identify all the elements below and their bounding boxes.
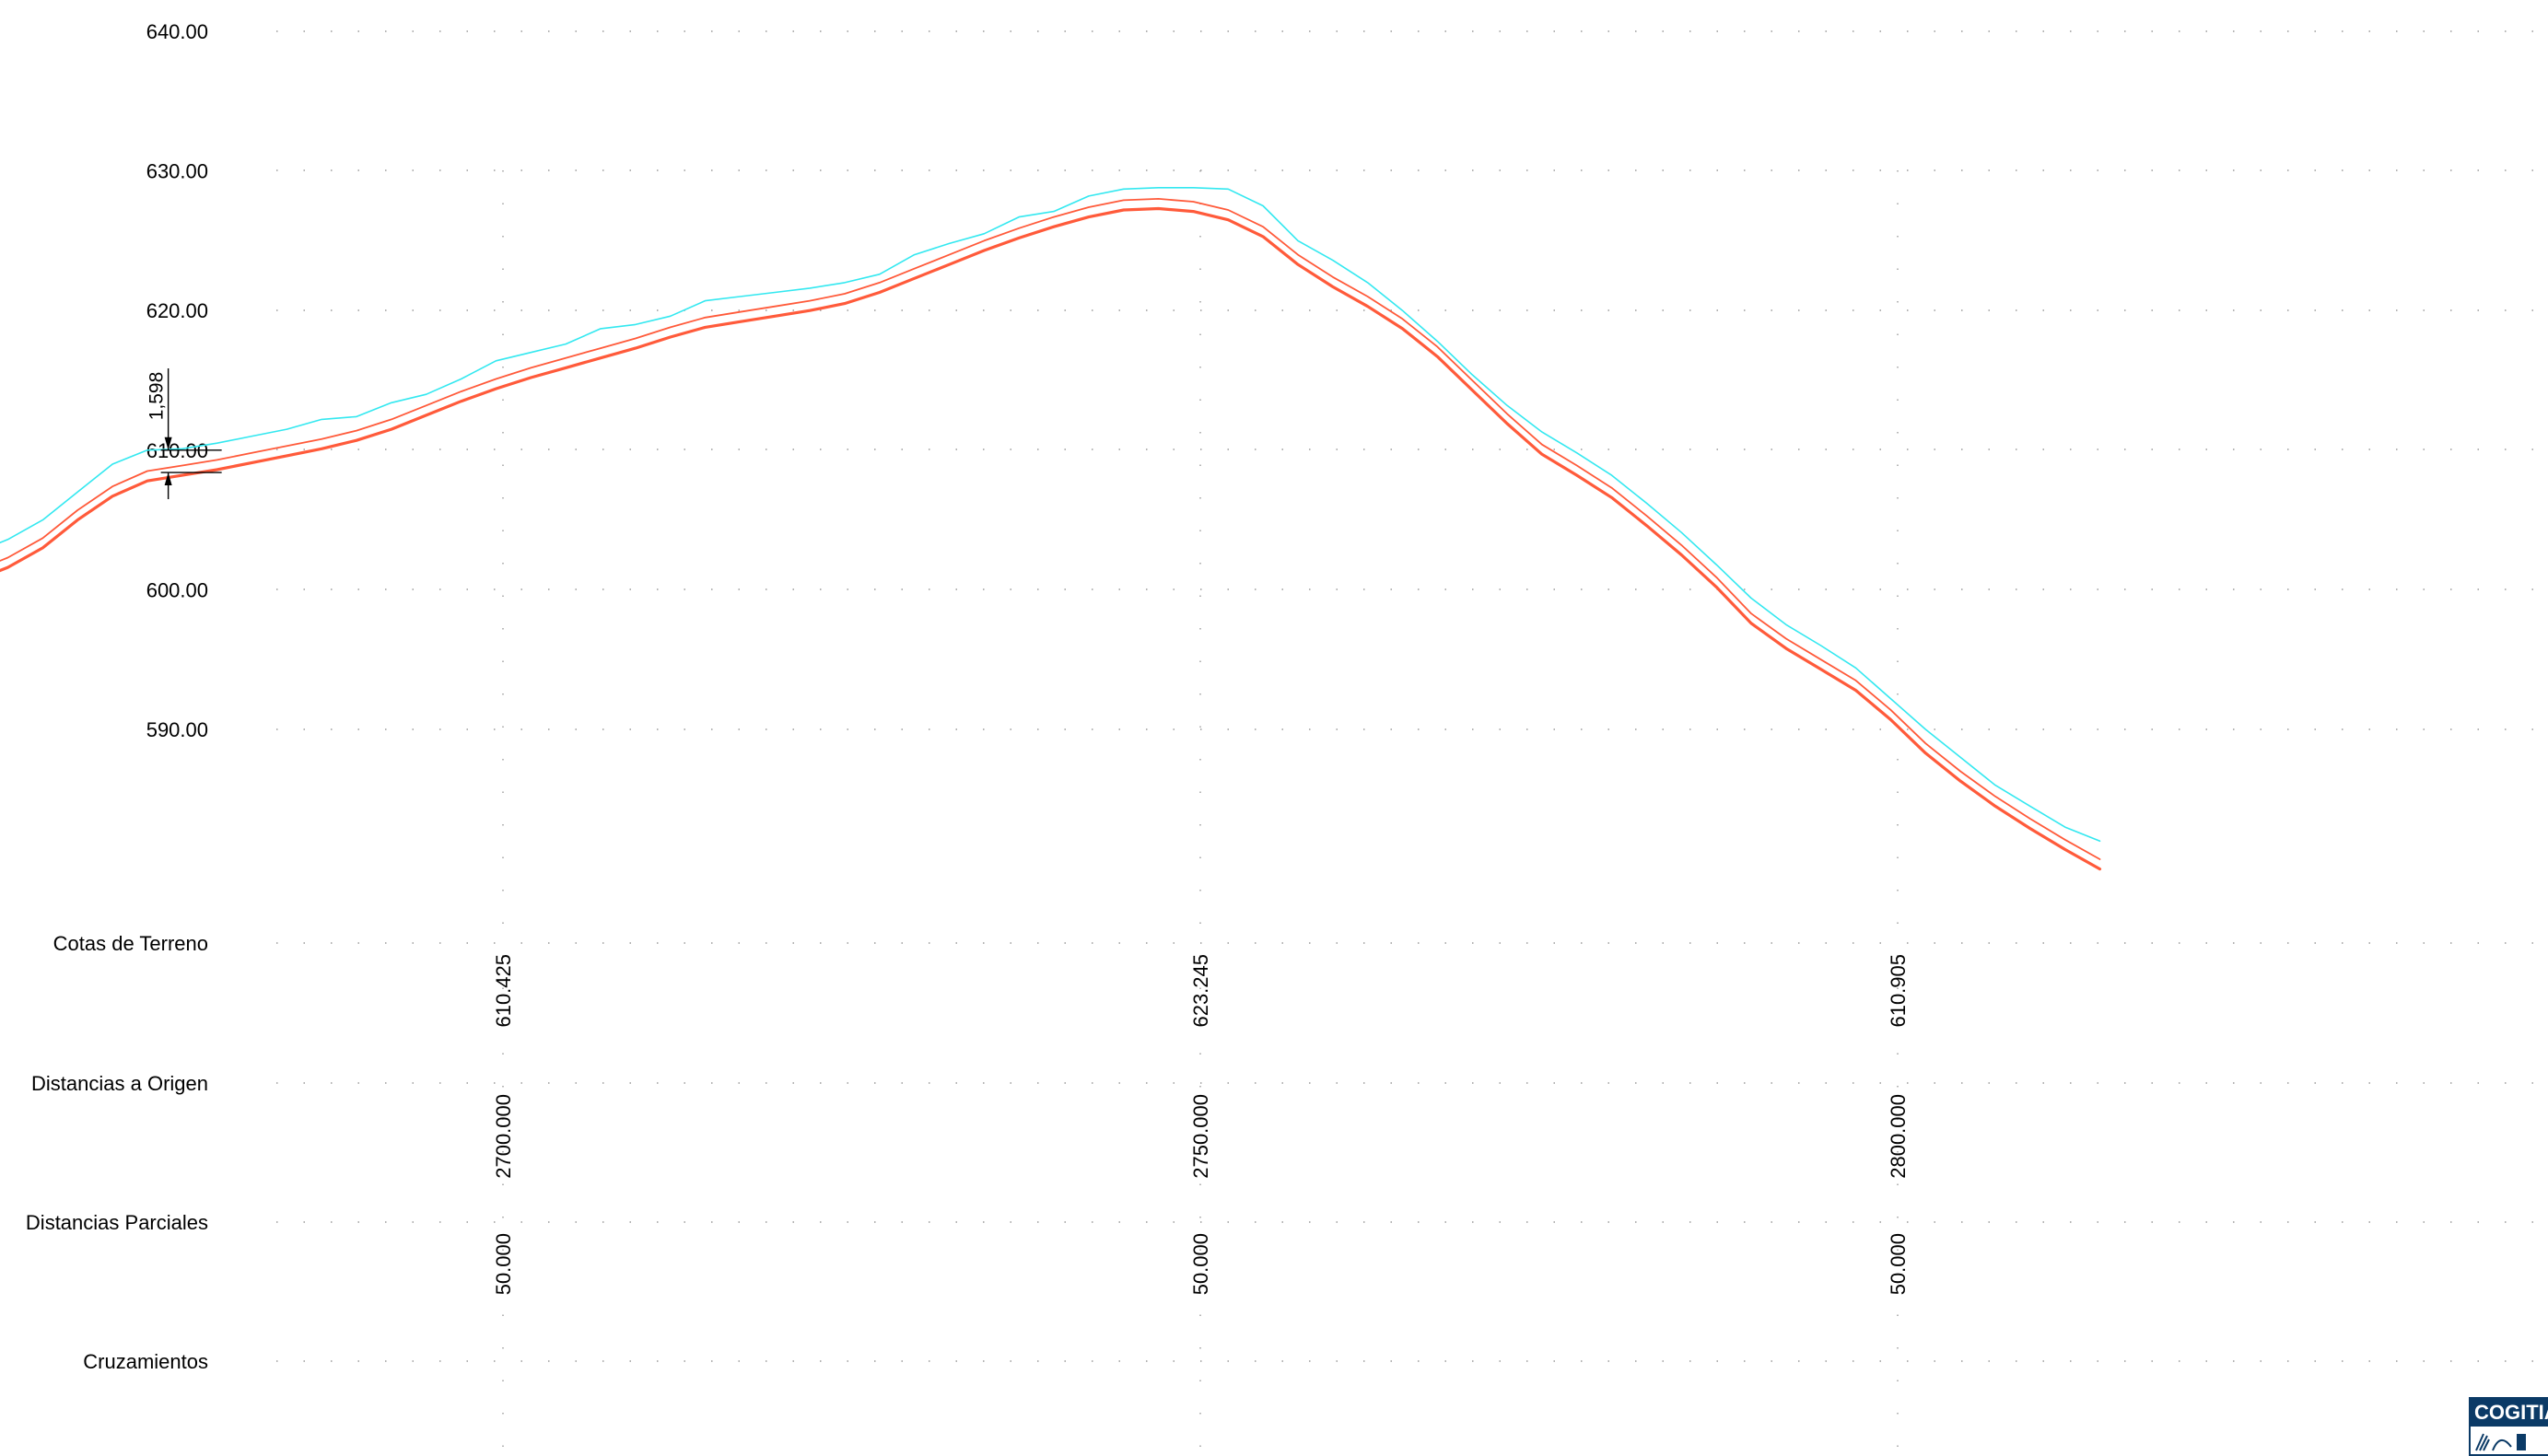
distancia-origen-value: 2800.000: [1887, 1094, 1910, 1179]
cogitiab-logo: COGITIAB: [2469, 1397, 2548, 1456]
row-labels: Cotas de Terreno Distancias a Origen Dista…: [26, 932, 208, 1373]
cota-terreno-value: 623.245: [1189, 954, 1212, 1028]
dimension-arrow-up: [164, 472, 172, 486]
series-line-3: [0, 206, 2102, 871]
station-values: 610.425 2700.000 50.000 623.245 2750.000 50.0…: [492, 954, 1910, 1295]
band-row-label: Distancias Parciales: [26, 1211, 208, 1234]
distancia-parcial-value: 50.000: [492, 1233, 515, 1295]
distancia-parcial-value: 50.000: [1189, 1233, 1212, 1295]
band-row-label: Cruzamientos: [83, 1350, 208, 1373]
series-line-1: [0, 187, 2101, 843]
cota-terreno-value: 610.905: [1887, 954, 1910, 1028]
distancia-origen-value: 2700.000: [492, 1094, 515, 1179]
distancia-origen-value: 2750.000: [1189, 1094, 1212, 1179]
y-tick-label: 640.00: [146, 20, 208, 43]
logo-emblem-icon: [2475, 1433, 2526, 1451]
y-tick-label: 620.00: [146, 299, 208, 322]
cota-terreno-value: 610.425: [492, 954, 515, 1028]
series-lines: [0, 187, 2102, 871]
series-line-2: [0, 198, 2101, 860]
logo-text: COGITIAB: [2471, 1399, 2548, 1427]
grid-dots: [276, 30, 2548, 1362]
dimension-arrow-down: [164, 437, 172, 450]
y-tick-label: 630.00: [146, 160, 208, 183]
band-row-label: Distancias a Origen: [31, 1072, 208, 1095]
distancia-parcial-value: 50.000: [1887, 1233, 1910, 1295]
dimension-value: 1,598: [146, 372, 168, 421]
logo-emblem: [2471, 1427, 2548, 1454]
y-tick-label: 590.00: [146, 718, 208, 741]
elevation-dimension: 1,598: [146, 368, 222, 499]
band-row-label: Cotas de Terreno: [53, 932, 208, 955]
y-tick-label: 600.00: [146, 578, 208, 601]
